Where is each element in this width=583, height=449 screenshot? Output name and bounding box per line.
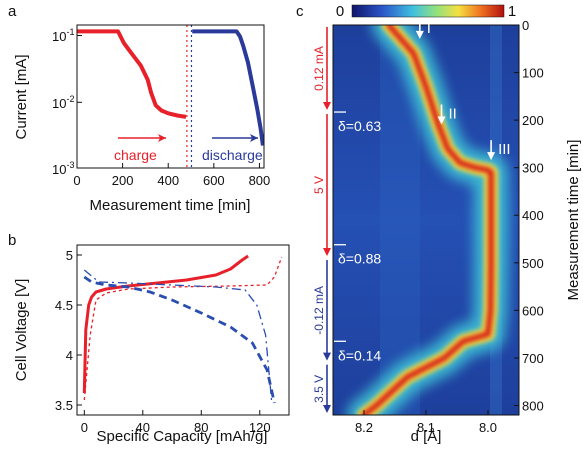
- panel-b-series: [82, 254, 283, 404]
- segment-label: 3.5 V: [312, 375, 326, 403]
- panel-a-xtick-label: 600: [203, 173, 225, 188]
- panel-c-xtick-label: 8.1: [417, 420, 435, 435]
- delta-label: δ=0.88: [338, 251, 381, 267]
- panel-b-ylabel: Cell Voltage [V]: [13, 279, 30, 382]
- charge-arrowhead: [158, 134, 166, 142]
- panel-c-ytick-label: 100: [522, 66, 544, 81]
- panel-c-ytick-label: 400: [522, 208, 544, 223]
- panel-b-xtick-label: 0: [81, 420, 88, 435]
- panel-c-ylabel: Measurement time [min]: [565, 140, 582, 301]
- current-series-charge: [77, 29, 187, 119]
- panel-a-xtick-label: 800: [249, 173, 271, 188]
- heatmap: [333, 25, 519, 415]
- panel-c-ytick-label: 500: [522, 256, 544, 271]
- panel-a-yticks: 10-1 10-2 10-3: [52, 27, 82, 177]
- panel-label-c: c: [296, 3, 304, 20]
- panel-a-ytick-label: 10-1: [52, 27, 74, 44]
- peak-arrowhead: [437, 116, 446, 125]
- panel-b-frame: [76, 244, 290, 416]
- discharge-annotation: discharge: [202, 147, 263, 163]
- panel-a-xtick-label: 200: [112, 173, 134, 188]
- peak-arrowhead: [415, 30, 424, 39]
- colorbar: [351, 4, 505, 18]
- segment-arrowhead: [323, 405, 331, 413]
- panel-a-xtick-label: 400: [157, 173, 179, 188]
- panel-a-xlabel: Measurement time [min]: [90, 197, 251, 214]
- panel-label-a: a: [8, 3, 17, 20]
- peak-arrowhead: [487, 152, 496, 161]
- panel-c-ytick-label: 800: [522, 398, 544, 413]
- panel-c-ytick-label: 0: [522, 18, 529, 33]
- panel-a-xtick-label: 0: [73, 173, 80, 188]
- panel-a-frame: [76, 24, 265, 169]
- segment-label: 5 V: [312, 176, 326, 194]
- panel-c-ytick-label: 700: [522, 351, 544, 366]
- voltage-curve-dashed: [83, 275, 276, 404]
- panel-c-xticks: 8.2 8.1 8.0: [355, 410, 497, 435]
- heatmap-glow-core: [361, 25, 495, 415]
- panel-b-xtick-label: 40: [136, 420, 150, 435]
- panel-a-ylabel: Current [mA]: [13, 54, 30, 139]
- panel-c: 0 1 8.2 8.1 8.0 0100200300400500600700800 …: [312, 3, 582, 445]
- current-series-discharge: [192, 29, 264, 146]
- colorbar-max-label: 1: [508, 3, 516, 20]
- discharge-arrowhead: [250, 134, 258, 142]
- panel-a-xticks: 0 200 400 600 800: [73, 163, 270, 188]
- panel-a: 0 200 400 600 800 10-1 10-2 10-3 Measurement…: [13, 24, 270, 214]
- voltage-curve-dashdot: [83, 269, 273, 401]
- panel-c-yticks: 0 100 200 300 400 500 600 700 800: [514, 18, 544, 413]
- segment-arrowhead: [323, 352, 331, 361]
- panel-c-xtick-label: 8.2: [355, 420, 373, 435]
- panel-b: 0 40 80 120 3.5 4 4.5 5 Specific Capacity [mAh…: [13, 244, 290, 445]
- segment-arrowhead: [323, 248, 331, 257]
- panel-a-ytick-label: 10-3: [52, 160, 74, 177]
- voltage-curve-dashed: [83, 256, 283, 401]
- peak-arrow-label: III: [498, 141, 511, 158]
- panel-a-ytick-label: 10-2: [52, 94, 74, 111]
- charge-annotation: charge: [114, 147, 157, 163]
- segment-arrowhead: [323, 102, 331, 111]
- panel-b-xlabel: Specific Capacity [mAh/g]: [97, 428, 268, 445]
- panel-c-ytick-label: 300: [522, 161, 544, 176]
- panel-b-xtick-label: 120: [249, 420, 271, 435]
- panel-label-b: b: [8, 232, 16, 249]
- panel-a-series: [77, 29, 264, 146]
- colorbar-min-label: 0: [336, 3, 344, 20]
- panel-b-yticks: 3.5 4 4.5 5: [55, 248, 82, 413]
- panel-b-ytick-label: 4.5: [55, 298, 73, 313]
- panel-c-segments: 0.12 mA 5 V -0.12 mA 3.5 V: [312, 27, 331, 413]
- panel-b-ytick-label: 4: [66, 348, 73, 363]
- delta-label: δ=0.63: [338, 118, 381, 134]
- panel-b-ytick-label: 5: [66, 248, 73, 263]
- panel-b-ytick-label: 3.5: [55, 398, 73, 413]
- panel-a-vlines: [186, 25, 193, 168]
- segment-label: -0.12 mA: [312, 286, 326, 335]
- delta-label: δ=0.14: [338, 347, 381, 363]
- panel-c-xlabel: d [Å]: [411, 428, 442, 445]
- panel-b-xticks: 0 40 80 120: [81, 410, 271, 435]
- segment-label: 0.12 mA: [312, 46, 326, 91]
- panel-c-ytick-label: 200: [522, 113, 544, 128]
- panel-b-xtick-label: 80: [194, 420, 208, 435]
- peak-arrow-label: II: [449, 106, 457, 123]
- panel-c-ytick-label: 600: [522, 303, 544, 318]
- panel-c-xtick-label: 8.0: [479, 420, 497, 435]
- panel-c-delta-labels: δ=0.63 δ=0.88 δ=0.14: [334, 111, 381, 363]
- peak-arrow-label: I: [427, 20, 431, 37]
